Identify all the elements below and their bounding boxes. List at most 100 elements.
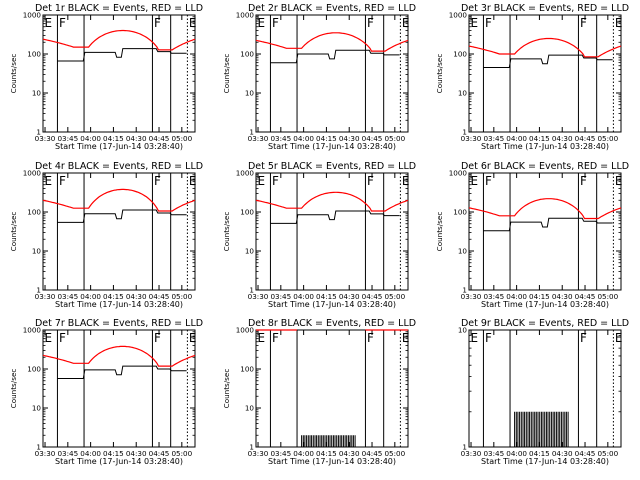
plot-frame [468,14,622,133]
x-tick-label: 03:30 [461,292,482,301]
x-axis-label: Start Time (17-Jun-14 03:28:40) [268,142,396,151]
x-tick-label: 04:15 [316,292,337,301]
y-tick-label: 100 [240,208,254,217]
segment-label: E [402,331,410,345]
segment-label: F [59,331,66,345]
y-tick-label: 1000 [449,169,468,178]
y-tick-label: 1000 [236,169,255,178]
x-tick-label: 04:15 [103,292,124,301]
segment-label: E [471,331,479,345]
y-tick-label: 10 [245,89,255,98]
x-tick-label: 03:30 [461,134,482,143]
x-axis-label: Start Time (17-Jun-14 03:28:40) [55,300,183,309]
lld-series [255,32,409,52]
y-tick-label: 1 [249,128,254,137]
y-tick-label: 1000 [449,11,468,20]
x-tick-label: 04:30 [552,292,573,301]
segment-label: F [485,174,492,188]
y-tick-label: 1000 [236,326,255,335]
y-tick-label: 1000 [236,11,255,20]
lld-series [42,29,196,51]
x-tick-label: 04:45 [362,449,383,458]
segment-label: E [615,16,623,30]
x-tick-label: 04:45 [149,292,170,301]
x-tick-label: 05:00 [597,449,618,458]
x-tick-label: 04:15 [316,134,337,143]
x-tick-label: 04:30 [339,134,360,143]
x-tick-label: 03:45 [57,134,78,143]
lld-series [468,198,622,220]
x-tick-label: 03:30 [35,134,56,143]
x-axis-label: Start Time (17-Jun-14 03:28:40) [55,142,183,151]
segment-label: F [367,331,374,345]
segment-label: F [59,174,66,188]
x-tick-label: 03:45 [483,449,504,458]
y-axis-label: Counts/sec [435,212,444,252]
y-tick-label: 1 [36,286,41,295]
segment-label: E [615,331,623,345]
segment-label: F [485,331,492,345]
lld-series [42,345,196,367]
segment-label: F [485,16,492,30]
x-tick-label: 03:45 [483,134,504,143]
segment-label: E [45,331,53,345]
x-tick-label: 05:00 [597,134,618,143]
x-axis-label: Start Time (17-Jun-14 03:28:40) [268,300,396,309]
y-tick-label: 100 [27,50,41,59]
segment-label: E [615,174,623,188]
y-tick-label: 100 [240,50,254,59]
panel-det-9: Det 9r BLACK = Events, RED = LLD 1 10 03:30… [458,318,629,466]
y-tick-label: 10 [32,404,42,413]
x-tick-label: 03:30 [248,449,269,458]
x-tick-label: 04:00 [506,134,527,143]
y-axis-label: Counts/sec [9,54,18,94]
panel-det-1: Det 1r BLACK = Events, RED = LLD 1 10 100 10… [9,3,203,151]
events-series [514,411,569,447]
x-axis-label: Start Time (17-Jun-14 03:28:40) [55,457,183,466]
panel-det-7: Det 7r BLACK = Events, RED = LLD 1 10 100 10… [9,318,203,466]
x-tick-label: 05:00 [384,134,405,143]
x-tick-label: 04:00 [80,449,101,458]
y-axis-label: Counts/sec [9,369,18,409]
x-tick-label: 03:45 [57,292,78,301]
x-tick-label: 04:45 [149,134,170,143]
x-tick-label: 03:45 [270,134,291,143]
panel-title: Det 6r BLACK = Events, RED = LLD [461,161,629,172]
plot-frame [255,14,409,133]
segment-label: F [59,16,66,30]
x-tick-label: 04:30 [552,134,573,143]
x-tick-label: 04:15 [529,134,550,143]
plot-frame [42,14,196,133]
x-tick-label: 04:00 [80,292,101,301]
y-tick-label: 1 [462,286,467,295]
events-series [483,54,613,68]
x-tick-label: 04:30 [126,134,147,143]
y-tick-label: 1000 [23,11,42,20]
x-tick-label: 03:30 [35,449,56,458]
y-tick-label: 100 [453,208,467,217]
x-tick-label: 04:30 [339,449,360,458]
x-tick-label: 05:00 [171,292,192,301]
x-tick-label: 04:00 [293,134,314,143]
panel-title: Det 9r BLACK = Events, RED = LLD [461,318,629,329]
lld-series [42,188,196,212]
x-tick-label: 05:00 [597,292,618,301]
x-tick-label: 04:45 [575,134,596,143]
panel-det-2: Det 2r BLACK = Events, RED = LLD 1 10 100 10… [222,3,416,151]
segment-label: F [272,174,279,188]
x-axis-label: Start Time (17-Jun-14 03:28:40) [481,142,609,151]
x-tick-label: 04:15 [529,449,550,458]
y-tick-label: 10 [245,247,255,256]
events-series [301,435,356,447]
x-tick-label: 04:30 [552,449,573,458]
segment-label: F [367,174,374,188]
x-tick-label: 04:30 [126,449,147,458]
x-tick-label: 04:45 [362,134,383,143]
x-tick-label: 03:30 [461,449,482,458]
y-tick-label: 100 [453,50,467,59]
segment-label: E [402,174,410,188]
x-axis-label: Start Time (17-Jun-14 03:28:40) [268,457,396,466]
segment-label: F [367,16,374,30]
panel-det-6: Det 6r BLACK = Events, RED = LLD 1 10 100 10… [435,161,629,309]
y-tick-label: 100 [27,208,41,217]
